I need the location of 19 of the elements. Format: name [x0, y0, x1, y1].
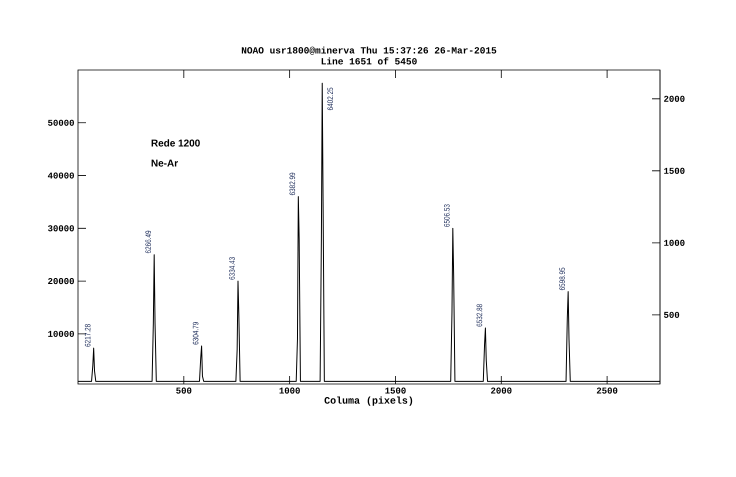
y-tick-label: 40000 [48, 172, 74, 179]
x-tick-label: 1000 [279, 388, 300, 394]
chart-title: NOAO usr1800@minerva Thu 15:37:26 26-Mar-2015 [242, 46, 496, 55]
y2-tick-label: 2000 [664, 96, 685, 102]
x-tick-label: 2500 [596, 388, 618, 394]
annotation: Rede 1200 [152, 139, 200, 147]
y-tick-label: 10000 [48, 330, 74, 337]
y-tick-label: 50000 [48, 120, 74, 126]
x-axis-title: Columa (pixels) [324, 396, 412, 406]
y-tick-label: 20000 [48, 278, 74, 284]
x-tick-label: 1500 [385, 388, 406, 394]
y2-tick-label: 1500 [664, 168, 685, 174]
x-tick-label: 2000 [491, 388, 512, 394]
x-tick-label: 500 [176, 388, 192, 394]
y2-tick-label: 1000 [664, 240, 685, 246]
y-tick-label: 30000 [48, 225, 74, 232]
y2-tick-label: 500 [664, 312, 680, 318]
annotation: Ne-Ar [152, 160, 178, 167]
chart-subtitle: Line 1651 of 5450 [322, 57, 417, 64]
